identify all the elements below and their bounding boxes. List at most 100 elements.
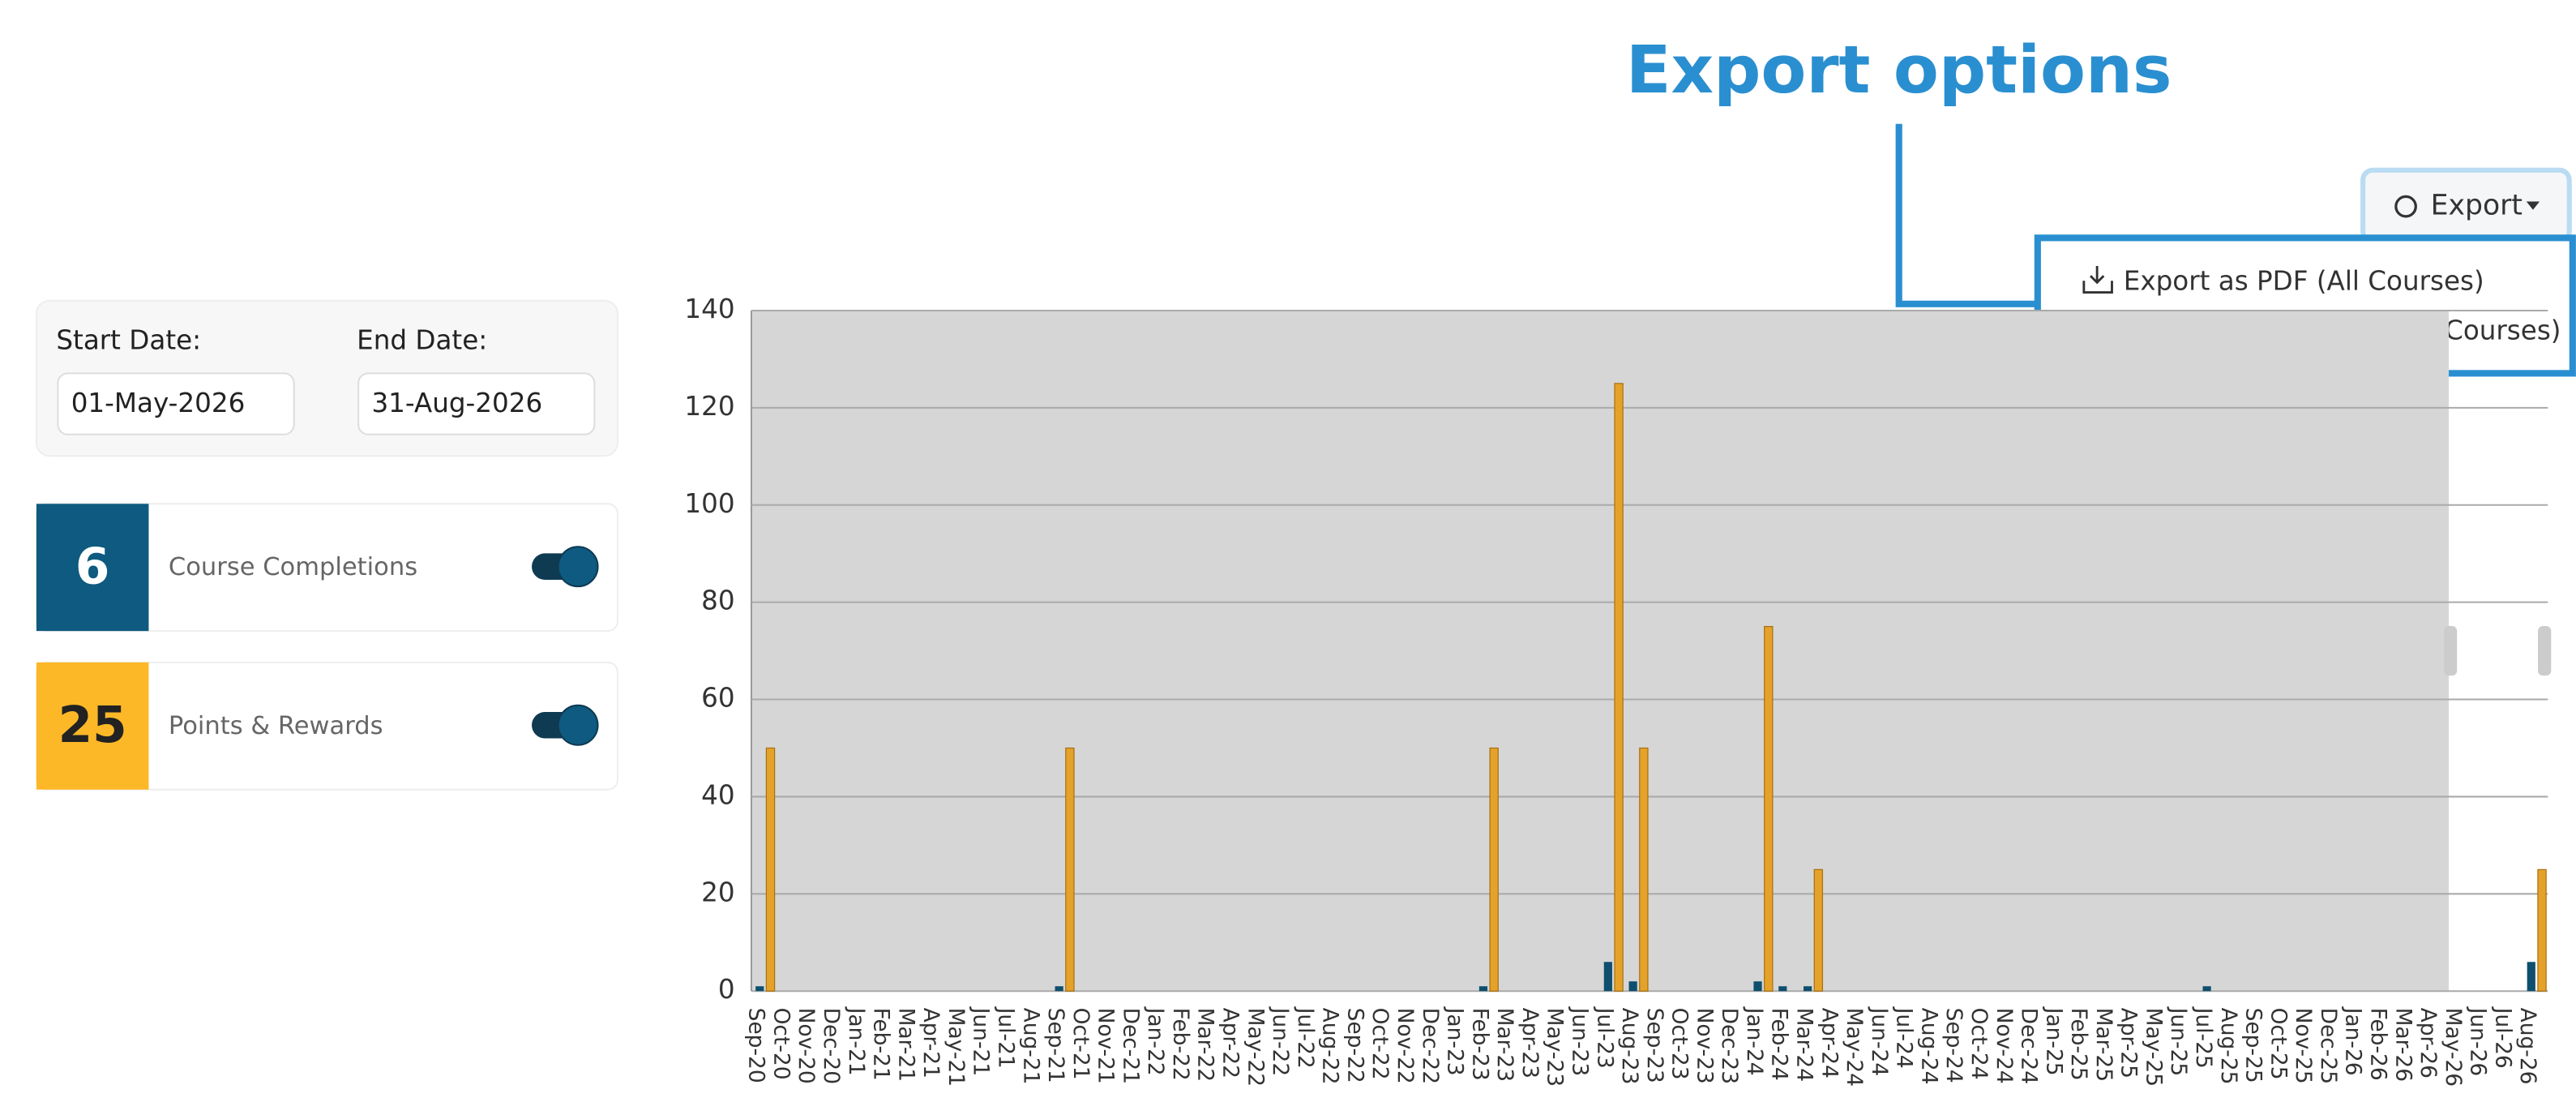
x-tick-label: Jan-21 xyxy=(844,1006,869,1076)
x-tick-label: Jan-22 xyxy=(1143,1006,1168,1076)
x-tick-label: Sep-23 xyxy=(1642,1008,1667,1083)
bar xyxy=(1753,981,1762,992)
bar xyxy=(1614,383,1624,992)
bar xyxy=(1639,747,1649,992)
x-tick-label: Nov-24 xyxy=(1992,1008,2017,1084)
bar xyxy=(1778,986,1787,992)
x-tick-label: Sep-25 xyxy=(2241,1008,2266,1083)
card-label: Points & Rewards xyxy=(169,712,383,740)
bar xyxy=(1813,868,1824,992)
x-tick-label: Dec-22 xyxy=(1418,1008,1443,1084)
x-tick-label: Feb-24 xyxy=(1767,1008,1792,1081)
end-input[interactable] xyxy=(357,372,596,435)
x-tick-label: Mar-25 xyxy=(2091,1008,2116,1082)
x-tick-label: Mar-26 xyxy=(2390,1008,2416,1082)
annotation-title: Export options xyxy=(1626,32,2172,109)
y-tick-label: 140 xyxy=(684,294,734,324)
x-tick-label: Aug-21 xyxy=(1018,1008,1043,1085)
x-tick-label: Jan-23 xyxy=(1443,1006,1468,1076)
x-tick-label: Feb-23 xyxy=(1467,1008,1492,1081)
x-tick-label: Jul-24 xyxy=(1892,1006,1917,1069)
x-tick-label: Jun-22 xyxy=(1268,1006,1293,1077)
bar xyxy=(2527,962,2535,992)
x-tick-label: Jan-25 xyxy=(2041,1006,2066,1076)
x-tick-label: Oct-20 xyxy=(768,1008,794,1080)
x-tick-label: Mar-23 xyxy=(1492,1008,1517,1082)
x-tick-label: Dec-20 xyxy=(819,1008,844,1084)
x-tick-label: Nov-23 xyxy=(1692,1008,1717,1084)
y-tick-label: 120 xyxy=(684,391,734,422)
x-tick-label: Feb-21 xyxy=(869,1008,894,1081)
gear-icon xyxy=(2394,195,2417,218)
x-tick-label: Apr-24 xyxy=(1816,1008,1842,1079)
x-tick-label: Sep-22 xyxy=(1342,1008,1367,1083)
x-tick-label: Nov-25 xyxy=(2291,1008,2316,1084)
range-handle[interactable] xyxy=(2538,626,2552,676)
x-tick-label: Feb-25 xyxy=(2066,1008,2091,1081)
x-tick-label: Jun-26 xyxy=(2466,1006,2491,1077)
end-value: 31-Aug-2026 xyxy=(371,388,542,418)
x-tick-label: Oct-21 xyxy=(1068,1008,1093,1080)
x-tick-label: May-25 xyxy=(2141,1008,2166,1087)
start-input[interactable] xyxy=(57,372,295,435)
x-tick-label: May-23 xyxy=(1543,1008,1568,1087)
x-tick-label: Aug-26 xyxy=(2515,1008,2540,1085)
bar xyxy=(1055,986,1063,992)
x-tick-label: Jan-26 xyxy=(2341,1006,2366,1076)
bar xyxy=(1478,986,1488,992)
export-label: Export xyxy=(2431,190,2523,222)
card-label: Course Completions xyxy=(169,553,417,581)
navigator-shade xyxy=(751,310,2450,992)
menu-item[interactable]: Export as PDF (All Courses) xyxy=(2124,265,2484,296)
card-value: 6 xyxy=(75,538,110,595)
bar xyxy=(755,986,764,992)
range-handle[interactable] xyxy=(2443,626,2458,676)
x-tick-label: Aug-22 xyxy=(1318,1008,1343,1085)
bar xyxy=(1489,747,1499,992)
x-tick-label: Nov-21 xyxy=(1093,1008,1119,1084)
card-value: 25 xyxy=(58,697,127,754)
end-label: End Date: xyxy=(357,325,487,356)
y-tick-label: 60 xyxy=(701,683,734,714)
card-badge xyxy=(36,662,149,790)
start-label: Start Date: xyxy=(56,325,201,356)
bar xyxy=(1764,626,1774,992)
bar xyxy=(2202,986,2211,992)
x-tick-label: Jan-24 xyxy=(1742,1006,1767,1076)
x-tick-label: Dec-25 xyxy=(2316,1008,2341,1084)
x-tick-label: Sep-24 xyxy=(1941,1008,1966,1083)
y-tick-label: 100 xyxy=(684,488,734,519)
x-tick-label: Oct-24 xyxy=(1966,1008,1992,1080)
x-tick-label: Jul-22 xyxy=(1293,1006,1318,1069)
x-tick-label: Jul-23 xyxy=(1592,1006,1617,1069)
x-tick-label: Mar-22 xyxy=(1193,1008,1218,1082)
x-tick-label: Oct-23 xyxy=(1667,1008,1692,1080)
bar xyxy=(1804,986,1812,992)
bar xyxy=(2537,868,2547,992)
x-tick-label: Aug-24 xyxy=(1916,1008,1941,1085)
x-tick-label: Jul-25 xyxy=(2191,1006,2216,1069)
bar xyxy=(1628,981,1637,992)
download-icon xyxy=(2082,265,2113,294)
x-tick-label: Mar-24 xyxy=(1792,1008,1817,1082)
x-tick-label: Apr-22 xyxy=(1218,1008,1243,1079)
toggle-knob xyxy=(557,704,599,746)
x-tick-label: Feb-26 xyxy=(2365,1008,2390,1081)
x-tick-label: Jun-23 xyxy=(1567,1006,1592,1077)
x-tick-label: Nov-22 xyxy=(1393,1008,1418,1084)
x-tick-label: Sep-21 xyxy=(1043,1008,1068,1083)
x-tick-label: Jun-21 xyxy=(969,1006,994,1077)
x-tick-label: Oct-25 xyxy=(2266,1008,2291,1080)
bar xyxy=(1603,962,1612,992)
callout-line xyxy=(1895,123,2038,307)
y-tick-label: 20 xyxy=(701,877,734,907)
x-tick-label: Dec-24 xyxy=(2017,1008,2042,1084)
start-value: 01-May-2026 xyxy=(71,388,246,418)
toggle-knob xyxy=(557,546,599,588)
x-tick-label: May-21 xyxy=(944,1008,969,1087)
x-tick-label: Jun-25 xyxy=(2166,1006,2191,1077)
x-tick-label: Aug-25 xyxy=(2216,1008,2241,1085)
